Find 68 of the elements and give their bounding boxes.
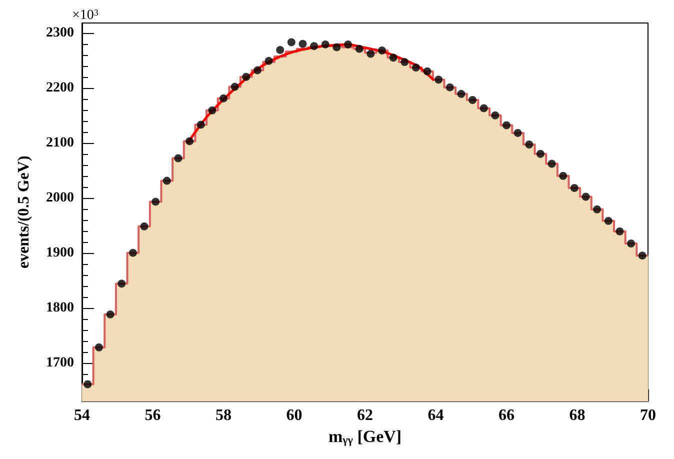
point <box>638 252 646 260</box>
point <box>570 184 578 192</box>
y-tick-label: 1800 <box>46 300 74 316</box>
point <box>84 380 92 388</box>
point <box>128 248 137 257</box>
point <box>536 150 544 158</box>
point <box>616 227 624 236</box>
point <box>152 198 160 206</box>
point <box>378 46 386 54</box>
point <box>196 120 205 129</box>
y-tick-label: 2200 <box>46 80 74 96</box>
point <box>525 140 534 149</box>
point <box>140 222 148 230</box>
point <box>332 43 341 52</box>
point <box>457 90 466 98</box>
x-tick-label: 68 <box>569 406 586 424</box>
x-tick-label: 64 <box>428 406 444 424</box>
point <box>582 192 590 201</box>
point <box>434 76 443 84</box>
point <box>321 40 330 48</box>
point <box>344 40 352 48</box>
x-tick-label: 60 <box>286 406 302 424</box>
point <box>253 66 262 74</box>
x-tick-label: 62 <box>357 406 373 424</box>
point <box>276 46 284 54</box>
point <box>412 64 420 72</box>
point <box>502 121 510 130</box>
y-tick-label: 1900 <box>46 245 74 260</box>
y-tick-label: 1700 <box>46 355 74 370</box>
point <box>162 176 171 185</box>
point <box>287 38 296 46</box>
point <box>94 343 103 352</box>
point <box>491 111 500 120</box>
point <box>548 160 556 168</box>
point <box>208 106 216 114</box>
point <box>446 83 454 92</box>
point <box>174 154 182 162</box>
point <box>242 72 250 81</box>
point <box>389 54 398 62</box>
point <box>604 216 612 225</box>
point <box>118 280 126 288</box>
y-tick-label: 2300 <box>46 25 74 40</box>
point <box>593 205 602 214</box>
x-tick-label: 58 <box>216 406 232 424</box>
y-axis-title: events/(0.5 GeV) <box>16 156 32 269</box>
y-tick-label: 2000 <box>46 190 74 206</box>
x-tick-label: 56 <box>144 406 161 424</box>
point <box>310 42 318 50</box>
point <box>400 58 409 66</box>
x-axis-title: mγγ [GeV] <box>328 427 402 446</box>
x-tick-label: 70 <box>640 406 656 424</box>
point <box>298 40 307 48</box>
point <box>423 67 432 76</box>
x-tick-label: 54 <box>74 406 90 424</box>
point <box>468 96 477 104</box>
point <box>514 128 522 137</box>
y-tick-label: 2100 <box>46 135 74 150</box>
x-tick-label: 66 <box>498 406 514 424</box>
point <box>230 82 239 91</box>
point <box>480 104 488 112</box>
point <box>627 239 636 248</box>
point <box>220 94 228 102</box>
point <box>186 137 194 146</box>
point <box>264 56 273 65</box>
point <box>559 172 568 180</box>
point <box>366 50 375 58</box>
point <box>106 310 114 318</box>
point <box>355 44 364 53</box>
